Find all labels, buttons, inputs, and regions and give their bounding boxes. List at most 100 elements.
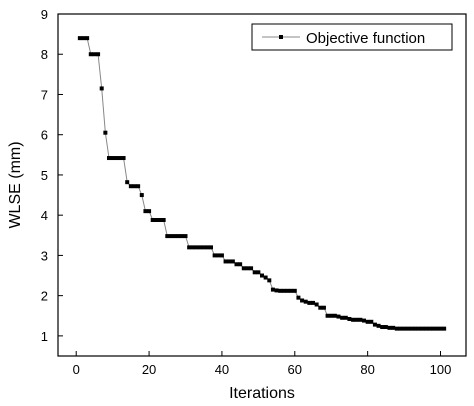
data-point bbox=[81, 36, 86, 41]
data-point bbox=[85, 36, 90, 41]
series-line bbox=[79, 37, 445, 330]
data-point bbox=[354, 317, 359, 322]
data-point bbox=[77, 36, 82, 41]
data-point bbox=[187, 245, 192, 250]
data-point bbox=[325, 313, 330, 318]
legend: Objective function bbox=[251, 23, 453, 51]
data-point bbox=[245, 266, 250, 271]
data-point bbox=[158, 218, 162, 222]
data-point bbox=[249, 266, 254, 271]
data-point bbox=[420, 326, 425, 331]
data-point bbox=[423, 326, 428, 331]
data-point bbox=[281, 288, 286, 293]
data-point bbox=[128, 184, 133, 189]
data-point bbox=[176, 234, 181, 239]
data-point bbox=[198, 245, 203, 250]
data-point bbox=[125, 180, 130, 185]
data-point bbox=[260, 273, 264, 278]
x-tick-label: 40 bbox=[215, 362, 229, 377]
x-tick-label: 60 bbox=[288, 362, 302, 377]
data-point bbox=[136, 184, 141, 189]
data-point bbox=[223, 259, 228, 264]
data-point bbox=[380, 325, 385, 330]
data-point bbox=[168, 234, 173, 239]
data-point bbox=[209, 245, 213, 250]
data-point bbox=[88, 52, 93, 57]
data-point bbox=[161, 218, 166, 222]
data-point bbox=[132, 184, 137, 189]
data-point bbox=[351, 317, 356, 322]
y-tick-label: 8 bbox=[41, 47, 48, 62]
data-point bbox=[212, 253, 217, 258]
data-point bbox=[362, 318, 366, 323]
data-point bbox=[143, 209, 148, 214]
data-point bbox=[230, 259, 235, 264]
series-points bbox=[77, 36, 447, 331]
y-tick-label: 5 bbox=[41, 168, 48, 183]
data-point bbox=[292, 288, 297, 293]
data-point bbox=[391, 325, 396, 330]
data-point bbox=[318, 305, 323, 310]
data-point bbox=[263, 275, 268, 280]
y-tick-label: 7 bbox=[41, 87, 48, 102]
data-point bbox=[387, 325, 392, 330]
data-point bbox=[402, 326, 407, 331]
data-point bbox=[416, 326, 421, 331]
data-point bbox=[252, 270, 257, 275]
data-point bbox=[321, 305, 326, 310]
data-point bbox=[256, 270, 261, 275]
data-point bbox=[307, 300, 312, 305]
data-point bbox=[110, 156, 115, 161]
x-tick-label: 100 bbox=[430, 362, 452, 377]
data-point bbox=[216, 253, 221, 258]
data-point bbox=[358, 317, 363, 322]
data-point bbox=[314, 302, 319, 307]
data-point bbox=[103, 130, 108, 135]
data-point bbox=[398, 326, 403, 331]
data-point bbox=[219, 253, 224, 258]
data-point bbox=[139, 193, 144, 198]
data-point bbox=[311, 300, 315, 305]
data-point bbox=[303, 299, 308, 304]
data-point bbox=[434, 326, 439, 331]
data-point bbox=[343, 315, 348, 320]
data-point bbox=[394, 326, 399, 331]
data-point bbox=[154, 218, 159, 222]
y-axis-ticks: 1 2 3 4 5 6 7 8 9 bbox=[41, 7, 63, 344]
data-point bbox=[172, 234, 177, 239]
data-point bbox=[365, 319, 370, 324]
y-tick-label: 9 bbox=[41, 7, 48, 22]
y-tick-label: 2 bbox=[41, 289, 48, 304]
x-tick-label: 0 bbox=[73, 362, 80, 377]
x-tick-label: 20 bbox=[142, 362, 156, 377]
data-point bbox=[332, 313, 337, 318]
data-point bbox=[241, 266, 246, 271]
data-point bbox=[147, 209, 152, 214]
y-tick-label: 4 bbox=[41, 208, 48, 223]
data-point bbox=[383, 325, 388, 330]
data-point bbox=[96, 52, 101, 57]
data-point bbox=[300, 298, 305, 303]
legend-label: Objective function bbox=[306, 30, 425, 47]
data-point bbox=[329, 313, 334, 318]
data-point bbox=[121, 156, 126, 161]
data-point bbox=[234, 262, 239, 267]
data-point bbox=[289, 288, 294, 293]
data-point bbox=[347, 316, 352, 321]
data-point bbox=[296, 295, 301, 300]
plot-frame bbox=[57, 13, 467, 357]
data-point bbox=[194, 245, 199, 250]
y-tick-label: 3 bbox=[41, 248, 48, 263]
data-point bbox=[107, 156, 111, 161]
data-point bbox=[278, 288, 283, 293]
data-point bbox=[190, 245, 195, 250]
x-axis-label: Iterations bbox=[229, 385, 295, 402]
data-point bbox=[99, 86, 104, 91]
data-point bbox=[201, 245, 206, 250]
x-axis-ticks: 0 20 40 60 80 100 bbox=[73, 351, 452, 377]
data-point bbox=[117, 156, 122, 161]
data-point bbox=[340, 315, 345, 320]
legend-marker bbox=[279, 35, 283, 39]
data-point bbox=[285, 288, 290, 293]
